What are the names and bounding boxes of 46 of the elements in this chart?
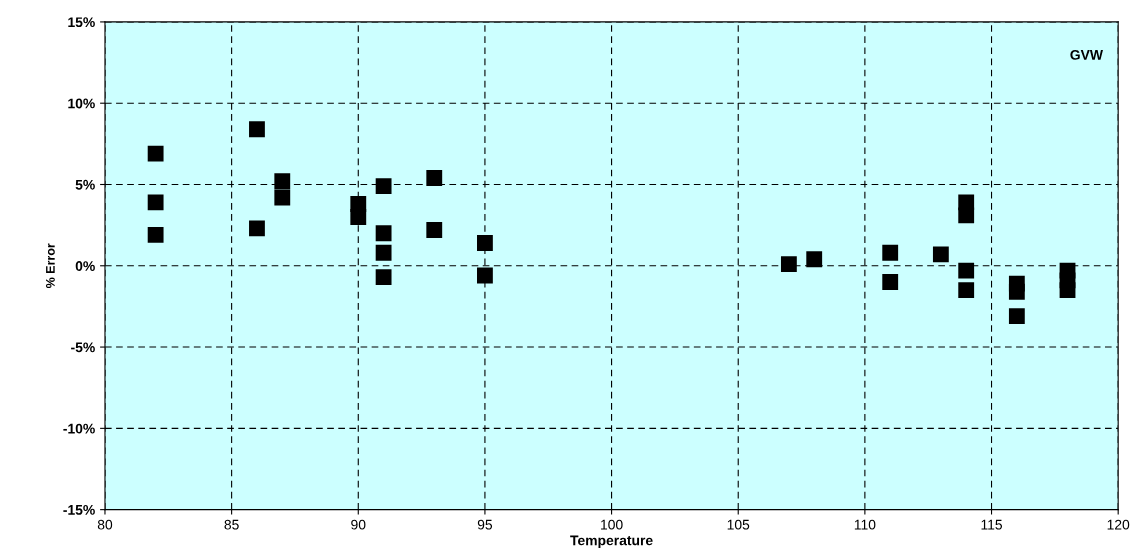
point (375, 225, 392, 242)
x-tick-label: 110 (854, 519, 876, 530)
point (274, 189, 291, 206)
y-tick-label: -5% (71, 342, 95, 353)
point (249, 220, 265, 237)
x-tick-label: 115 (981, 519, 1003, 530)
point (350, 209, 367, 225)
x-tick-label: 90 (351, 519, 366, 530)
y-tick-label: 5% (75, 179, 95, 190)
point (147, 226, 164, 243)
point (958, 262, 975, 279)
x-tick-label: 100 (601, 519, 623, 530)
point (1059, 282, 1076, 299)
point (147, 194, 164, 211)
point (426, 222, 443, 238)
x-tick-label: 95 (477, 519, 493, 530)
point (375, 244, 392, 261)
y-tick-label: -10% (63, 423, 95, 434)
y-tick-label: 10% (68, 98, 95, 109)
point (426, 170, 443, 186)
point (780, 256, 797, 273)
x-axis-title: Temperature (570, 535, 653, 548)
x-tick-label: 120 (1107, 519, 1130, 530)
point (477, 267, 493, 284)
x-tick-label: 80 (97, 519, 113, 530)
point (932, 246, 949, 263)
x-tick-label: 85 (224, 519, 239, 530)
point (477, 235, 493, 251)
y-tick-label: -15% (63, 505, 95, 515)
point (882, 244, 899, 261)
point (147, 145, 164, 162)
y-tick-label: 15% (68, 17, 95, 28)
point (249, 121, 265, 138)
point (274, 173, 291, 190)
annotation: GVW (1070, 49, 1103, 60)
point (1008, 308, 1025, 325)
y-tick-label: 0% (75, 261, 95, 271)
point (375, 269, 392, 286)
point (1008, 283, 1025, 300)
x-tick-label: 105 (727, 519, 750, 530)
point (958, 282, 975, 299)
point (882, 274, 899, 290)
y-axis-title: % Error (45, 243, 55, 289)
point (806, 251, 823, 268)
point (375, 178, 392, 195)
point (958, 207, 975, 224)
